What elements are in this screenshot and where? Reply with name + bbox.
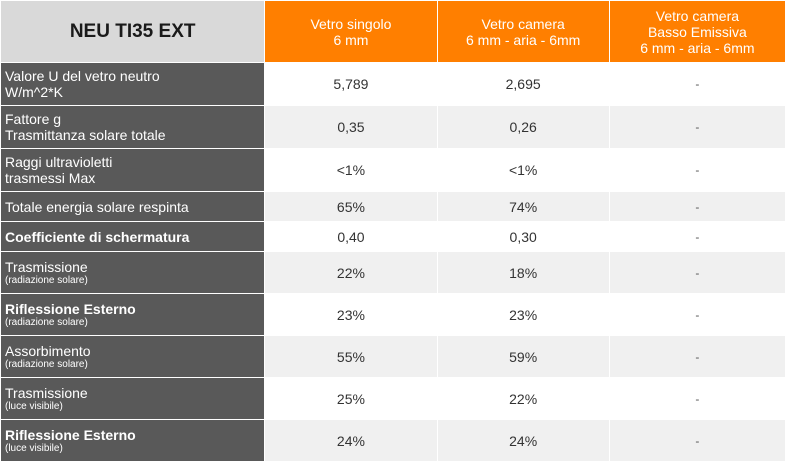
column-header-line: Vetro camera [655,7,740,24]
row-label: Fattore g Trasmittanza solare totale [0,105,266,149]
row-label: Coefficiente di schermatura [0,221,266,252]
value-cell: 23% [436,293,610,336]
value-cell: 74% [436,191,610,222]
value-cell: - [608,62,787,106]
table-header-row: NEU TI35 EXT Vetro singolo 6 mm Vetro ca… [0,0,787,63]
column-header-line: 6 mm - aria - 6mm [465,31,581,48]
row-label-line: Totale energia solare respinta [5,198,189,215]
column-header-line: Basso Emissiva [647,23,747,40]
row-label-line: Assorbimento [5,342,91,359]
row-label: Valore U del vetro neutro W/m^2*K [0,62,266,106]
row-label-line: Coefficiente di schermatura [5,228,190,245]
row-label: Trasmissione (radiazione solare) [0,251,266,294]
row-label-line: Trasmissione [5,258,88,275]
row-label-line: Trasmittanza solare totale [5,127,166,143]
value-cell: - [608,293,787,336]
row-label-line: Trasmissione [5,384,88,401]
row-label-subtext: (luce visibile) [5,442,63,454]
value-cell: - [608,419,787,462]
value-cell: <1% [264,148,438,192]
table-row: Coefficiente di schermatura 0,40 0,30 - [0,221,787,252]
value-cell: 22% [264,251,438,294]
value-cell: - [608,105,787,149]
column-header-line: 6 mm [333,31,369,48]
row-label-line: trasmessi Max [5,170,96,186]
row-label: Assorbimento (radiazione solare) [0,335,266,378]
row-label-subtext: (luce visibile) [5,400,63,412]
value-cell: 25% [264,377,438,420]
row-label-line: Riflessione Esterno [5,426,136,443]
table-row: Fattore g Trasmittanza solare totale 0,3… [0,105,787,149]
value-cell: 24% [436,419,610,462]
column-header-single-glass: Vetro singolo 6 mm [264,0,438,63]
value-cell: 55% [264,335,438,378]
row-label-subtext: (radiazione solare) [5,316,88,328]
value-cell: - [608,221,787,252]
column-header-double-glass: Vetro camera 6 mm - aria - 6mm [436,0,610,63]
value-cell: 0,35 [264,105,438,149]
table-row: Trasmissione (luce visibile) 25% 22% - [0,377,787,420]
table-title: NEU TI35 EXT [0,0,266,63]
value-cell: 0,26 [436,105,610,149]
value-cell: 59% [436,335,610,378]
value-cell: - [608,377,787,420]
value-cell: 0,30 [436,221,610,252]
row-label-line: Fattore g [5,111,62,127]
row-label-subtext: (radiazione solare) [5,274,88,286]
value-cell: 22% [436,377,610,420]
row-label-subtext: (radiazione solare) [5,358,88,370]
row-label: Riflessione Esterno (luce visibile) [0,419,266,462]
row-label-line: Raggi ultravioletti [5,154,113,170]
value-cell: 65% [264,191,438,222]
row-label-line: Valore U del vetro neutro [5,68,160,84]
value-cell: 23% [264,293,438,336]
row-label-line: W/m^2*K [5,84,63,100]
value-cell: - [608,335,787,378]
value-cell: 18% [436,251,610,294]
row-label: Totale energia solare respinta [0,191,266,222]
value-cell: - [608,251,787,294]
row-label-line: Riflessione Esterno [5,300,136,317]
value-cell: - [608,191,787,222]
column-header-low-e-glass: Vetro camera Basso Emissiva 6 mm - aria … [608,0,787,63]
table-row: Totale energia solare respinta 65% 74% - [0,191,787,222]
row-label: Trasmissione (luce visibile) [0,377,266,420]
value-cell: 0,40 [264,221,438,252]
value-cell: 2,695 [436,62,610,106]
table-row: Riflessione Esterno (radiazione solare) … [0,293,787,336]
row-label: Riflessione Esterno (radiazione solare) [0,293,266,336]
table-row: Raggi ultravioletti trasmessi Max <1% <1… [0,148,787,192]
value-cell: 5,789 [264,62,438,106]
column-header-line: Vetro singolo [310,15,392,32]
value-cell: <1% [436,148,610,192]
column-header-line: Vetro camera [481,15,565,32]
table-row: Assorbimento (radiazione solare) 55% 59%… [0,335,787,378]
row-label: Raggi ultravioletti trasmessi Max [0,148,266,192]
column-header-line: 6 mm - aria - 6mm [640,39,755,56]
table-row: Valore U del vetro neutro W/m^2*K 5,789 … [0,62,787,106]
value-cell: - [608,148,787,192]
value-cell: 24% [264,419,438,462]
table-row: Riflessione Esterno (luce visibile) 24% … [0,419,787,462]
table-row: Trasmissione (radiazione solare) 22% 18%… [0,251,787,294]
